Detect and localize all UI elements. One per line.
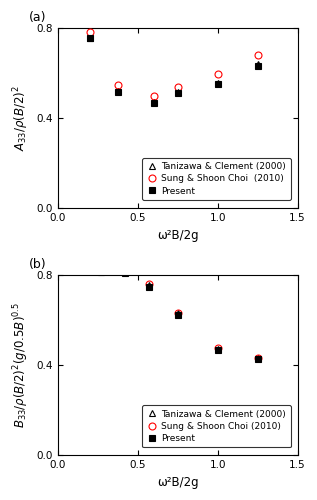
- Present: [147, 284, 151, 290]
- Sung & Shoon Choi (2010): [216, 344, 219, 350]
- Present: [123, 270, 127, 276]
- X-axis label: ω²B/2g: ω²B/2g: [157, 228, 198, 241]
- Tanizawa & Clement (2000): [216, 80, 219, 86]
- Legend: Tanizawa & Clement (2000), Sung & Shoon Choi (2010), Present: Tanizawa & Clement (2000), Sung & Shoon …: [142, 405, 291, 448]
- Sung & Shoon Choi (2010): [256, 355, 260, 361]
- Present: [256, 356, 260, 362]
- Present: [256, 63, 260, 69]
- Line: Present: Present: [86, 35, 261, 106]
- Sung & Shoon Choi  (2010): [152, 94, 156, 100]
- Present: [216, 347, 219, 353]
- Tanizawa & Clement (2000): [88, 35, 92, 41]
- Sung & Shoon Choi (2010): [99, 264, 103, 270]
- Present: [216, 81, 219, 87]
- Sung & Shoon Choi (2010): [176, 310, 179, 316]
- Sung & Shoon Choi  (2010): [256, 52, 260, 58]
- Tanizawa & Clement (2000): [256, 60, 260, 66]
- Present: [88, 36, 92, 42]
- Tanizawa & Clement (2000): [176, 89, 179, 95]
- Tanizawa & Clement (2000): [99, 264, 103, 270]
- Tanizawa & Clement (2000): [256, 355, 260, 361]
- Sung & Shoon Choi  (2010): [117, 82, 120, 88]
- Tanizawa & Clement (2000): [176, 310, 179, 316]
- Legend: Tanizawa & Clement (2000), Sung & Shoon Choi  (2010), Present: Tanizawa & Clement (2000), Sung & Shoon …: [142, 158, 291, 200]
- Sung & Shoon Choi  (2010): [176, 84, 179, 90]
- Present: [152, 100, 156, 106]
- X-axis label: ω²B/2g: ω²B/2g: [157, 476, 198, 489]
- Present: [117, 89, 120, 95]
- Present: [176, 312, 179, 318]
- Line: Sung & Shoon Choi (2010): Sung & Shoon Choi (2010): [97, 264, 261, 362]
- Tanizawa & Clement (2000): [147, 282, 151, 288]
- Tanizawa & Clement (2000): [216, 346, 219, 352]
- Line: Present: Present: [97, 268, 261, 362]
- Text: (a): (a): [29, 11, 46, 24]
- Tanizawa & Clement (2000): [123, 264, 127, 270]
- Y-axis label: $A_{33}/\rho(B/2)^2$: $A_{33}/\rho(B/2)^2$: [11, 85, 31, 151]
- Sung & Shoon Choi (2010): [123, 264, 127, 270]
- Line: Tanizawa & Clement (2000): Tanizawa & Clement (2000): [86, 34, 261, 105]
- Sung & Shoon Choi  (2010): [88, 29, 92, 35]
- Line: Tanizawa & Clement (2000): Tanizawa & Clement (2000): [97, 264, 261, 362]
- Sung & Shoon Choi  (2010): [216, 71, 219, 77]
- Sung & Shoon Choi (2010): [147, 282, 151, 288]
- Present: [176, 90, 179, 96]
- Y-axis label: $B_{33}/\rho(B/2)^2(g/0.5B)^{0.5}$: $B_{33}/\rho(B/2)^2(g/0.5B)^{0.5}$: [11, 302, 31, 428]
- Present: [99, 269, 103, 275]
- Text: (b): (b): [29, 258, 47, 271]
- Tanizawa & Clement (2000): [152, 98, 156, 104]
- Tanizawa & Clement (2000): [117, 88, 120, 94]
- Line: Sung & Shoon Choi  (2010): Sung & Shoon Choi (2010): [86, 28, 261, 100]
